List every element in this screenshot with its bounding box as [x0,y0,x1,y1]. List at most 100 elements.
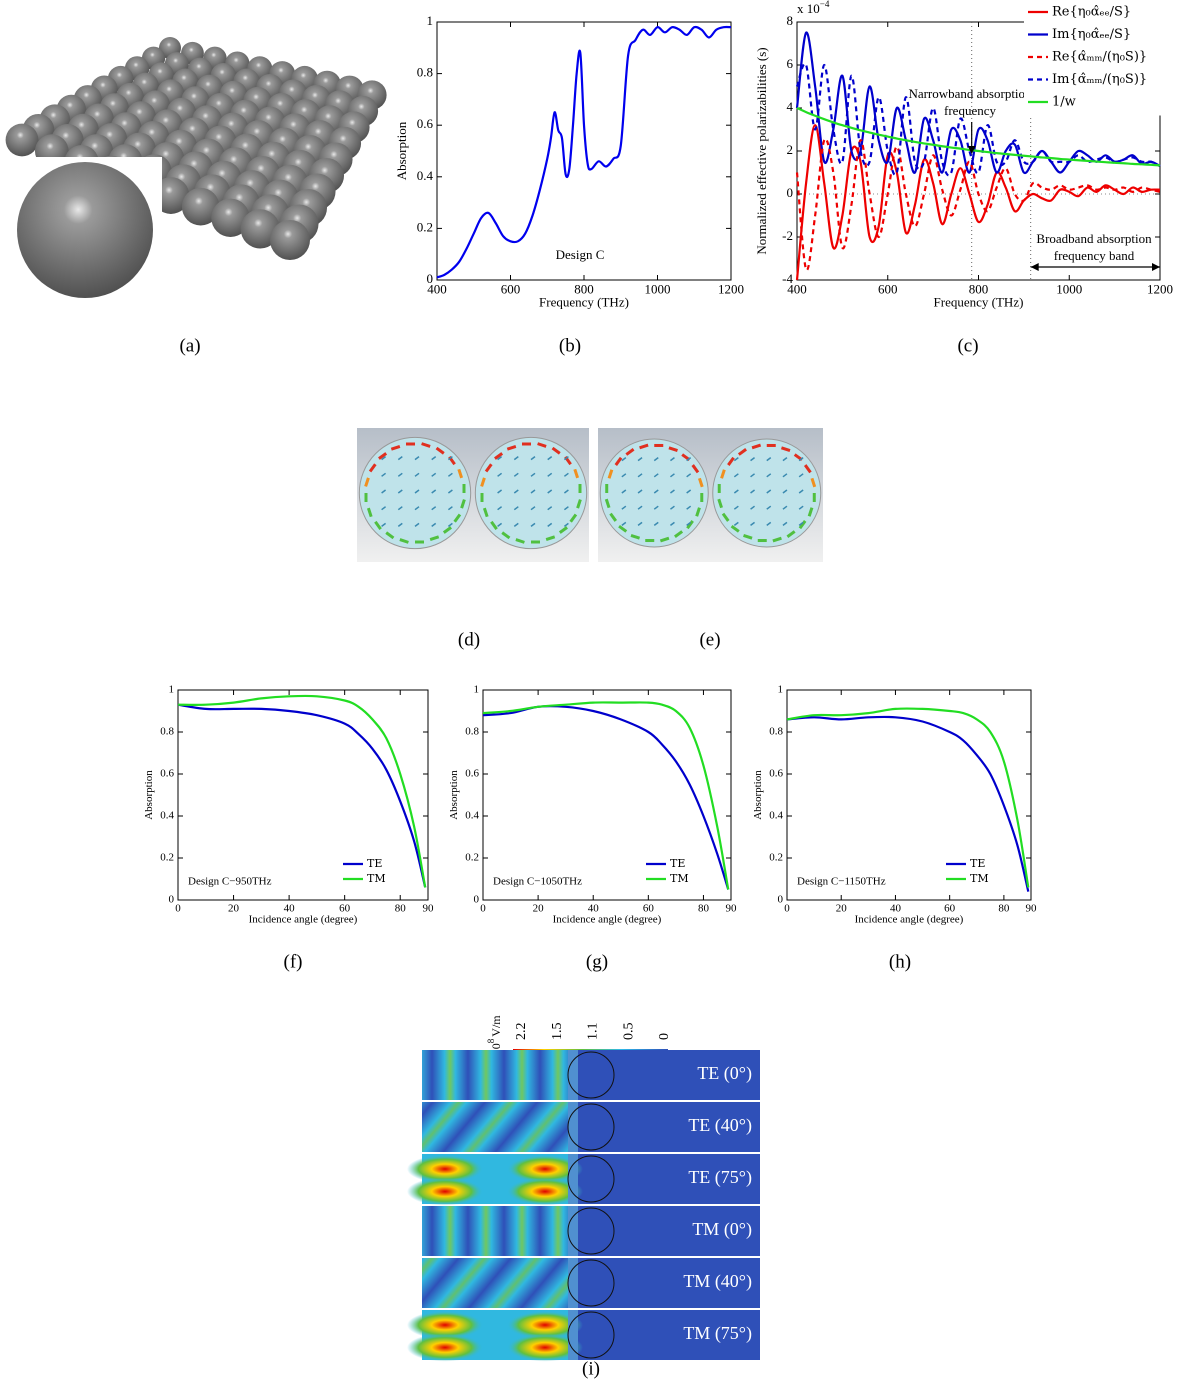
current-arrow [397,472,403,477]
x-tick-label: 400 [427,281,447,296]
x-axis-label: Frequency (THz) [539,294,629,309]
chart: 0 20 40 60 80 90 0 0.2 0.4 0.6 0.8 1 Incidence angle… [143,684,434,926]
current-arrow [653,505,659,510]
y-axis-label: Absorption [448,770,460,820]
x-tick-label: 1200 [718,281,744,296]
current-arrow [381,455,387,461]
current-arrow [621,457,627,462]
current-arrow [766,521,772,527]
inset-sphere [17,162,153,298]
chart: 400 600 800 1000 1200 -4 -2 0 2 4 6 8 Frequency (THz… [754,0,1182,309]
field-map-label: TE (75°) [688,1167,752,1188]
sphere-outline [567,1259,615,1307]
field-pattern [422,1050,572,1100]
y-tick-label: 0.2 [465,852,479,864]
panel-label: (d) [458,629,480,650]
x-tick-label: 1000 [645,281,671,296]
sphere-outline [567,1103,615,1151]
arrow-head [1030,263,1039,271]
sphere-outline [567,1051,615,1099]
y-tick-label: 4 [787,99,794,114]
current-arrow [447,522,453,528]
current-arrow [782,505,788,510]
current-arrow [530,506,536,511]
current-arrow [573,468,580,479]
legend-label: Re{η₀α̂ₑₑ/S} [1052,5,1131,20]
current-arrow [750,505,755,510]
field-map-label: TE (40°) [688,1115,752,1136]
y-tick-label: 0.2 [160,852,174,864]
current-arrow [563,522,569,528]
current-arrow [698,477,704,488]
x-tick-label: 40 [890,902,902,914]
current-arrow [364,477,370,487]
current-arrow [810,477,817,488]
current-arrow [429,535,440,542]
panel-label: (h) [889,951,911,972]
x-tick-label: 90 [1026,902,1038,914]
x-tick-label: 80 [698,902,710,914]
current-arrow [482,507,489,518]
current-arrow [653,521,659,527]
field-map-label: TM (0°) [692,1219,752,1240]
y-multiplier: x 10−4 [797,0,830,16]
current-arrow [798,457,804,462]
current-arrow [686,505,692,510]
current-arrow [435,446,445,455]
current-arrow [720,469,726,479]
current-arrow [547,522,553,528]
current-arrow [453,513,462,523]
field-maps: 2.21.51.10.50×108V/mTE (0°)TE (40°)TE (7… [407,1015,760,1362]
plot-frame [786,689,1032,901]
x-tick-label: 90 [726,902,738,914]
current-arrow [621,505,627,510]
y-tick-label: 2 [787,142,794,157]
plot-frame [177,689,429,901]
current-arrow [447,489,453,494]
current-arrow [547,489,553,494]
field-pattern [422,1102,572,1152]
current-arrow [537,442,547,448]
plot-frame [482,689,732,901]
current-arrow [547,472,553,477]
current-arrow [381,522,387,528]
current-arrow [733,489,739,494]
current-arrow [686,473,692,478]
unit-exponent: 8 [486,1038,496,1043]
current-arrow [798,521,804,527]
y-tick-label: 0.4 [417,168,434,183]
current-arrow [607,469,614,479]
panel-label: (c) [957,335,978,356]
current-arrow [513,455,519,461]
legend-label: Im{α̂ₘₘ/(η₀S)} [1052,72,1147,87]
field-pattern [422,1258,572,1308]
current-arrow [798,520,807,530]
current-distribution-images [357,428,823,562]
x-axis-label: Incidence angle (degree) [553,913,662,925]
x-tick-label: 90 [423,902,435,914]
y-tick-label: 0 [474,894,480,906]
annotation: Broadband absorption [1036,231,1152,246]
current-arrow [397,489,403,494]
y-axis-label: Absorption [752,770,764,820]
legend-label: TE [670,857,685,870]
current-arrow [431,522,437,528]
colorbar-tick-label: 2.2 [514,1023,529,1041]
x-tick-label: 400 [787,281,807,296]
colorbar-tick-label: 1.1 [586,1023,601,1041]
current-arrow [733,505,739,510]
current-arrow [414,472,420,477]
sphere-outline [567,1155,615,1203]
y-tick-label: 1 [427,13,434,28]
panel-label: (i) [582,1358,600,1379]
current-arrow [563,506,569,511]
series-line [795,124,1161,281]
panel-label: (b) [559,335,581,356]
current-arrow [751,443,762,450]
current-arrow [530,472,536,477]
current-arrow [691,464,700,474]
current-arrow [399,538,409,544]
y-tick-label: 0.4 [769,810,783,822]
current-arrow [563,489,569,494]
current-arrow [563,455,569,461]
